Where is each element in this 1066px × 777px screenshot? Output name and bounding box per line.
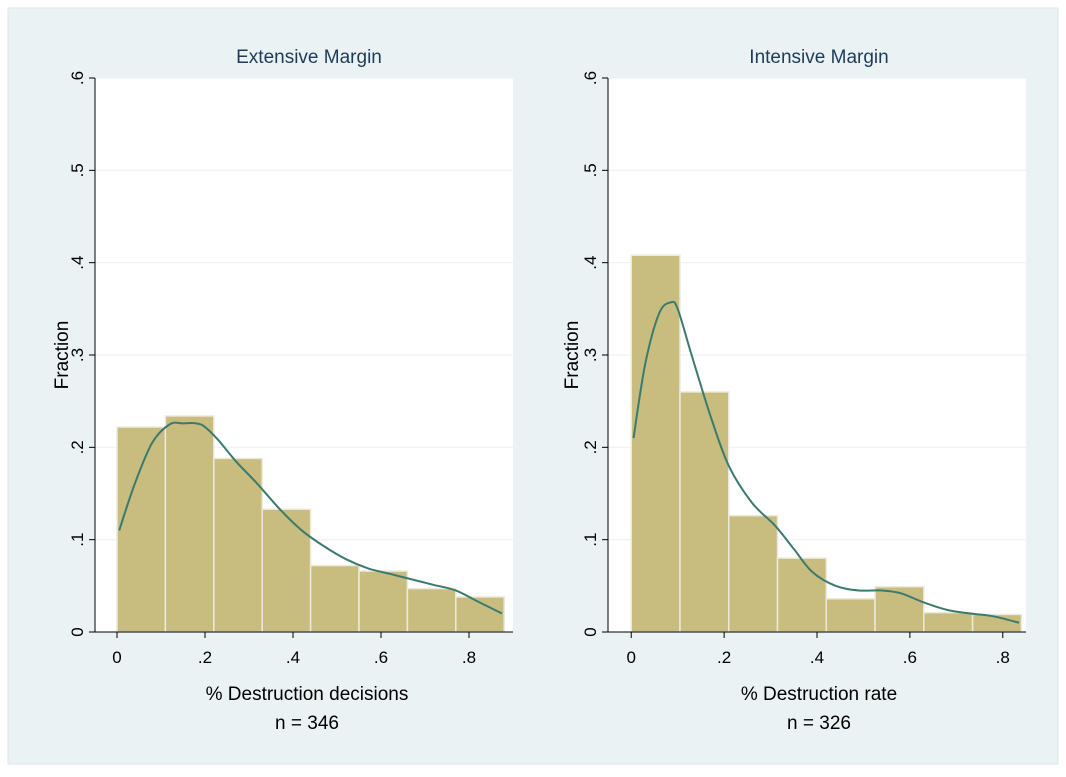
x-tick-label: .8 bbox=[996, 648, 1010, 667]
histogram-bar bbox=[309, 564, 360, 633]
histogram-bar bbox=[776, 557, 828, 633]
y-axis-label: Fraction bbox=[562, 321, 583, 390]
histogram-bar bbox=[923, 611, 974, 633]
histogram-bars bbox=[116, 415, 505, 633]
histogram-bar bbox=[213, 457, 263, 633]
x-tick-label: .4 bbox=[286, 648, 300, 667]
y-tick-label: .5 bbox=[68, 163, 87, 177]
sample-size-note: n = 326 bbox=[787, 713, 851, 734]
density-curve bbox=[118, 421, 503, 615]
histogram-bar bbox=[406, 587, 457, 633]
x-tick-label: 0 bbox=[626, 648, 635, 667]
y-tick-label: .6 bbox=[581, 71, 600, 85]
y-tick-label: .2 bbox=[581, 440, 600, 454]
y-tick-label: .4 bbox=[581, 256, 600, 270]
density-curve-group bbox=[118, 421, 503, 615]
histogram-bars bbox=[630, 254, 1023, 633]
y-tick-label: 0 bbox=[581, 627, 600, 636]
histogram-bar bbox=[261, 508, 312, 633]
axes: 0 .1 .2 .3 .4 .5 .6 0 .2 .4 .6 .8 bbox=[68, 71, 513, 667]
y-tick-label: .3 bbox=[581, 348, 600, 362]
y-tick-label: .6 bbox=[68, 71, 87, 85]
panel-title: Extensive Margin bbox=[236, 47, 382, 68]
axes: 0 .1 .2 .3 .4 .5 .6 0 .2 .4 .6 .8 bbox=[581, 71, 1026, 667]
x-axis-label: % Destruction decisions bbox=[206, 684, 409, 705]
x-tick-label: .2 bbox=[198, 648, 212, 667]
sample-size-note: n = 346 bbox=[275, 713, 339, 734]
y-tick-label: .4 bbox=[68, 256, 87, 270]
density-curve-group bbox=[632, 300, 1020, 624]
histogram-bar bbox=[358, 570, 409, 633]
x-tick-label: .4 bbox=[810, 648, 824, 667]
x-tick-label: .6 bbox=[374, 648, 388, 667]
histogram-bar bbox=[728, 514, 779, 633]
x-tick-label: .6 bbox=[903, 648, 917, 667]
histogram-bar bbox=[825, 598, 876, 633]
x-tick-label: 0 bbox=[112, 648, 121, 667]
x-tick-label: .2 bbox=[717, 648, 731, 667]
histogram-bar bbox=[874, 586, 925, 633]
y-axis-label: Fraction bbox=[52, 321, 73, 390]
x-axis-label: % Destruction rate bbox=[741, 684, 897, 705]
histogram-bar bbox=[630, 254, 681, 633]
y-tick-label: .1 bbox=[581, 533, 600, 547]
gridlines bbox=[95, 77, 513, 541]
panel-title: Intensive Margin bbox=[749, 47, 888, 68]
panel-extensive-margin: 0.1.2.3.4.5.60.2.4.6.8 Extensive Margin … bbox=[52, 47, 513, 734]
density-curve bbox=[632, 300, 1020, 624]
x-tick-label: .8 bbox=[462, 648, 476, 667]
panel-intensive-margin: 0.1.2.3.4.5.60.2.4.6.8 Intensive Margin … bbox=[562, 47, 1026, 734]
y-tick-label: .3 bbox=[68, 348, 87, 362]
histogram-bar bbox=[116, 426, 167, 633]
histogram-bar bbox=[164, 415, 215, 633]
y-tick-label: 0 bbox=[68, 627, 87, 636]
y-tick-label: .2 bbox=[68, 440, 87, 454]
y-tick-label: .1 bbox=[68, 533, 87, 547]
y-tick-label: .5 bbox=[581, 163, 600, 177]
histogram-bar bbox=[679, 391, 730, 633]
